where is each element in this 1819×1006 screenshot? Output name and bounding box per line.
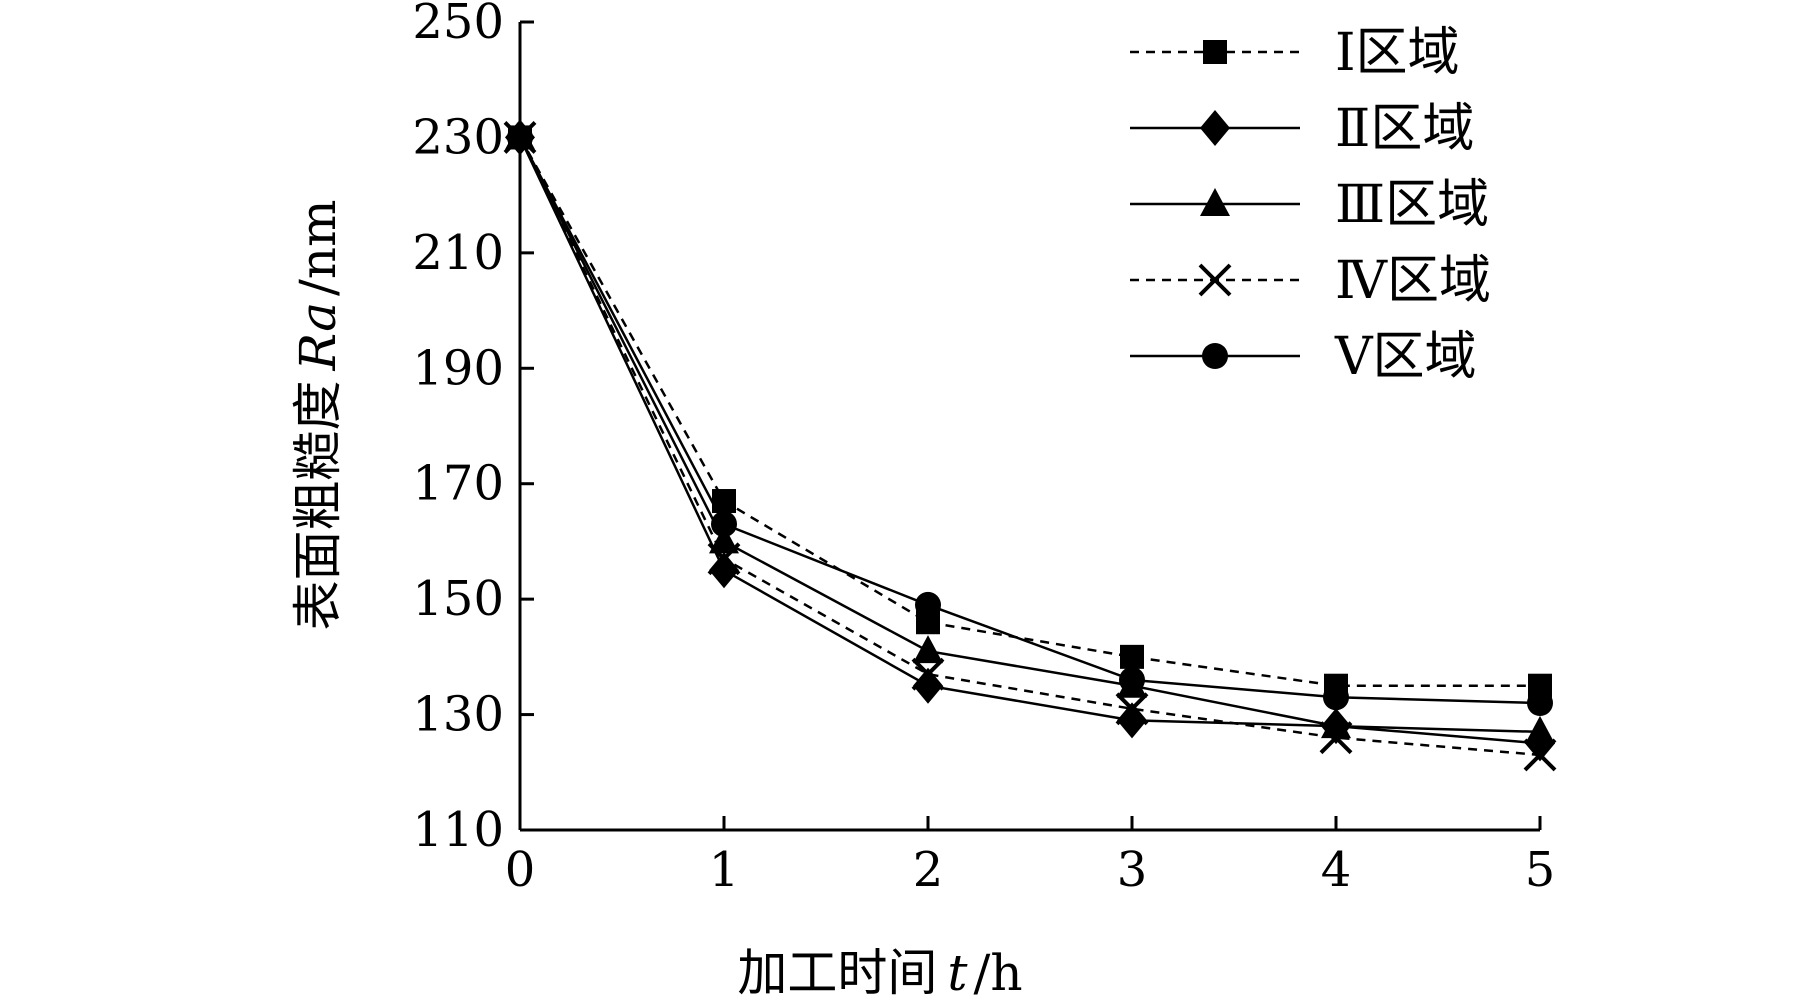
legend-item: Ⅰ区域 [1130,23,1460,83]
data-point [709,525,739,554]
data-point [1319,721,1353,755]
legend-label: Ⅴ区域 [1334,327,1477,387]
data-point [1115,692,1149,726]
legend-marker [1203,40,1227,64]
plot-area: 110 130 150 170 190 210 230 250 0 1 2 3 4 5 [412,0,1557,898]
legend-marker [1198,263,1232,297]
series-line [518,136,1541,734]
x-tick-label: 1 [709,842,740,898]
legend-item: Ⅳ区域 [1130,251,1491,311]
data-point [507,124,533,151]
x-axis-variable: t [947,944,968,1002]
data-point [709,552,739,589]
legend-label: Ⅰ区域 [1335,23,1460,83]
x-tick-label: 5 [1525,842,1556,898]
data-point [1119,666,1145,693]
x-axis-label: 加工时间 [737,944,937,1002]
legend-marker [1200,110,1230,146]
y-tick-label: 130 [412,687,504,743]
data-point [707,542,741,576]
data-point [1323,684,1349,711]
series-line [518,136,1541,745]
y-tick-label: 230 [412,109,504,165]
legend-item: Ⅴ区域 [1130,327,1477,387]
data-point [913,667,943,704]
x-axis-unit: /h [974,944,1023,1002]
x-tick-label: 2 [913,842,944,898]
x-tick-label: 4 [1321,842,1352,898]
data-point [711,511,737,538]
legend-label: Ⅳ区域 [1335,251,1491,311]
x-axis-title: 加工时间 t/h [737,944,1022,1002]
data-point [911,657,945,691]
y-axis-title: 表面粗糙度 Ra/nm [289,199,347,630]
y-axis-variable: Ra [289,302,347,372]
legend-item: Ⅲ区域 [1130,175,1489,235]
y-axis-unit: /nm [289,199,347,295]
series-line [518,136,1540,687]
legend: Ⅰ区域 Ⅱ区域 Ⅲ区域 Ⅳ区域 Ⅴ区域 [1130,23,1491,387]
x-tick-label: 0 [505,842,536,898]
y-tick-label: 190 [412,340,504,396]
series-line [518,136,1541,757]
series-5 [507,124,1553,717]
y-tick-label: 110 [412,802,504,858]
data-point [1527,690,1553,717]
legend-label: Ⅱ区域 [1335,99,1474,159]
y-tick-label: 210 [412,225,504,281]
y-tick-label: 250 [412,0,504,50]
legend-marker [1200,188,1230,216]
data-point [1117,702,1147,739]
y-tick-label: 150 [412,571,504,627]
legend-marker [1202,343,1228,369]
data-point [1120,644,1144,669]
legend-item: Ⅱ区域 [1130,99,1474,159]
data-point [915,591,941,618]
x-tick-label: 3 [1117,842,1148,898]
data-point [1523,738,1557,772]
y-axis-label: 表面粗糙度 [289,381,347,631]
data-point [913,635,943,664]
data-point [1525,715,1555,744]
y-tick-label: 170 [412,456,504,512]
series-line [518,136,1541,705]
legend-label: Ⅲ区域 [1335,175,1489,235]
